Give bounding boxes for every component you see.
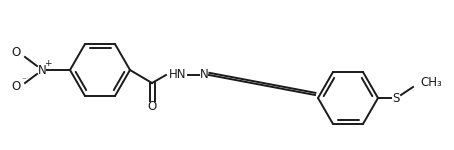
Text: CH₃: CH₃ xyxy=(420,75,442,88)
Text: O: O xyxy=(148,100,157,114)
Text: HN: HN xyxy=(169,69,187,81)
Text: S: S xyxy=(392,92,400,105)
Text: N: N xyxy=(38,63,46,76)
Text: +: + xyxy=(44,60,52,69)
Text: O: O xyxy=(11,81,20,93)
Text: N: N xyxy=(200,69,208,81)
Text: ⁻: ⁻ xyxy=(22,76,26,85)
Text: O: O xyxy=(11,46,20,60)
